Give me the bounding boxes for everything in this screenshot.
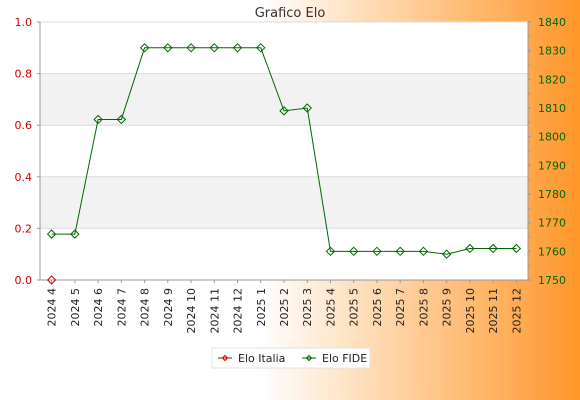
x-tick-label: 2025 2 — [278, 288, 291, 327]
plot-area — [40, 22, 528, 280]
right-tick-label: 1830 — [538, 45, 566, 58]
data-point — [511, 243, 522, 254]
data-point — [209, 43, 219, 53]
x-tick-label: 2025 7 — [394, 288, 407, 327]
right-tick-label: 1760 — [538, 245, 566, 258]
data-point — [372, 246, 382, 257]
data-point — [232, 43, 243, 53]
x-tick-label: 2024 10 — [185, 288, 198, 334]
right-tick-label: 1770 — [538, 217, 566, 230]
data-point — [139, 43, 150, 53]
data-point — [163, 43, 173, 53]
data-point — [441, 249, 452, 259]
left-tick-label: 1.0 — [15, 16, 33, 29]
x-tick-label: 2025 6 — [371, 288, 384, 327]
data-point — [256, 43, 266, 53]
plot-band — [40, 176, 528, 229]
x-tick-label: 2025 3 — [301, 288, 314, 327]
data-point — [93, 114, 103, 125]
x-tick-label: 2025 1 — [255, 288, 268, 327]
data-point — [465, 243, 475, 254]
legend-swatch-marker — [305, 354, 313, 362]
x-tick-label: 2025 9 — [441, 288, 454, 327]
plot-band — [40, 73, 528, 126]
left-tick-label: 0.0 — [15, 274, 33, 287]
x-tick-label: 2024 11 — [208, 288, 221, 334]
left-tick-label: 0.4 — [15, 171, 33, 184]
data-point — [70, 229, 80, 239]
x-tick-label: 2025 5 — [348, 288, 361, 327]
data-point — [302, 103, 312, 113]
x-tick-label: 2025 12 — [510, 288, 523, 334]
right-tick-label: 1810 — [538, 102, 566, 115]
x-tick-label: 2024 9 — [162, 288, 175, 327]
legend-box — [211, 347, 371, 369]
data-point — [116, 114, 127, 125]
x-tick-label: 2024 7 — [115, 288, 128, 327]
data-point — [186, 43, 196, 53]
data-point — [279, 106, 289, 116]
x-tick-label: 2024 4 — [46, 288, 59, 327]
right-tick-label: 1790 — [538, 159, 566, 172]
legend-swatch-marker — [221, 354, 229, 362]
data-point — [46, 275, 57, 285]
left-tick-label: 0.6 — [15, 119, 33, 132]
x-tick-label: 2024 5 — [69, 288, 82, 327]
data-point — [418, 246, 429, 257]
data-point — [46, 229, 57, 239]
x-tick-label: 2024 8 — [139, 288, 152, 327]
x-tick-label: 2025 11 — [487, 288, 500, 334]
right-tick-label: 1820 — [538, 73, 566, 86]
right-tick-label: 1780 — [538, 188, 566, 201]
data-point — [349, 246, 359, 257]
data-point — [395, 246, 405, 257]
series-line — [51, 47, 517, 255]
data-point — [325, 246, 336, 257]
right-tick-label: 1750 — [538, 274, 566, 287]
legend-label: Elo Italia — [238, 352, 285, 365]
x-tick-label: 2024 12 — [232, 288, 245, 334]
x-tick-label: 2025 8 — [417, 288, 430, 327]
chart-title: Grafico Elo — [255, 6, 326, 21]
legend-label: Elo FIDE — [322, 352, 367, 365]
x-tick-label: 2025 10 — [464, 288, 477, 334]
left-tick-label: 0.2 — [15, 222, 33, 235]
x-tick-label: 2024 6 — [92, 288, 105, 327]
left-tick-label: 0.8 — [15, 68, 33, 81]
right-tick-label: 1840 — [538, 16, 566, 29]
right-tick-label: 1800 — [538, 131, 566, 144]
x-tick-label: 2025 4 — [324, 288, 337, 327]
data-point — [488, 243, 498, 254]
